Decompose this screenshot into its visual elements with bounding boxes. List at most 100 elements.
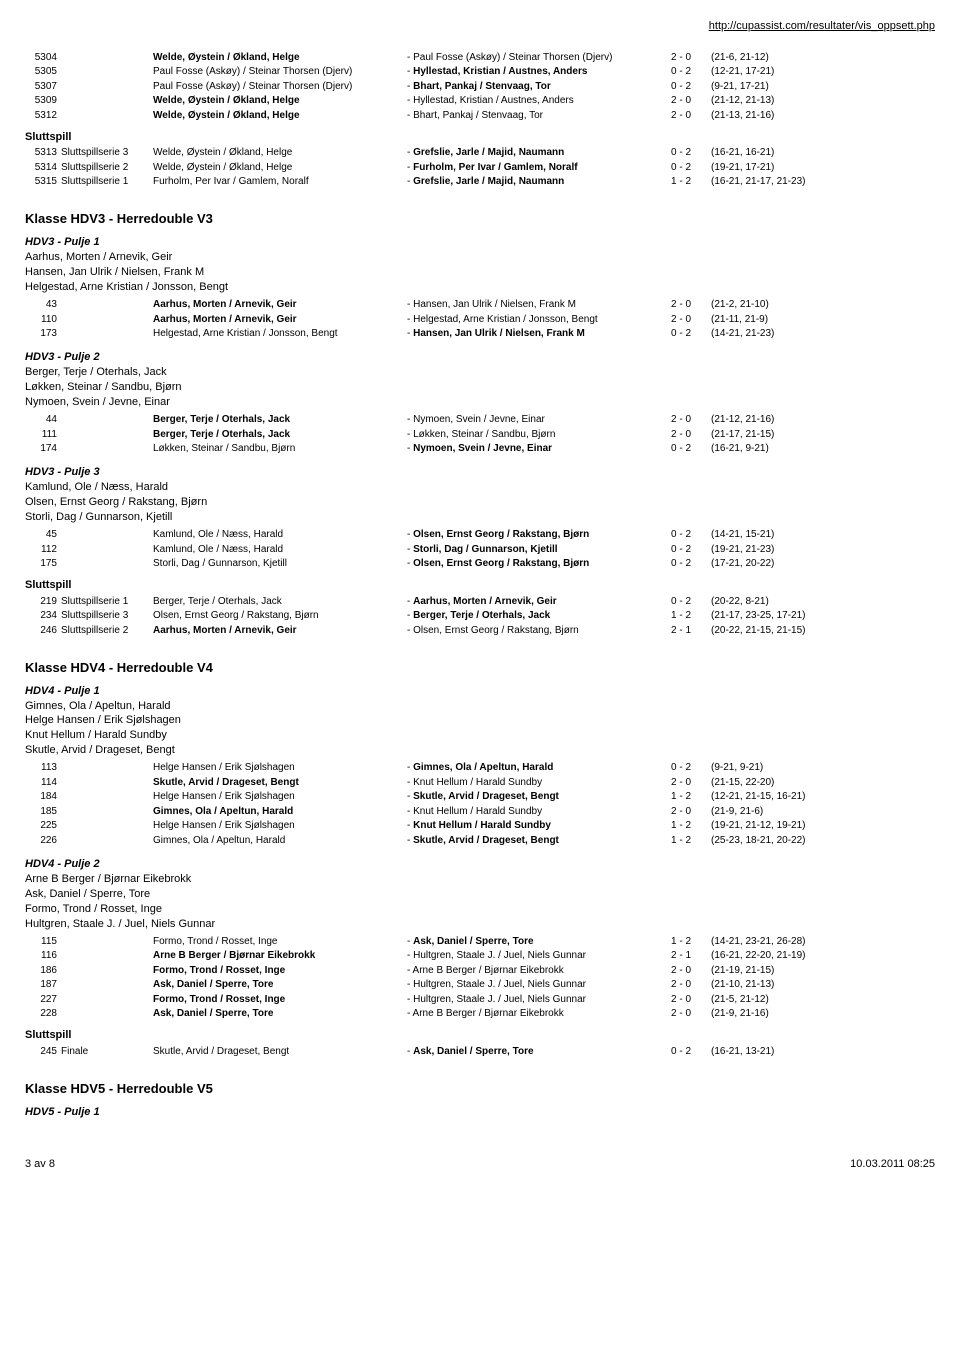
match-opponent: - Knut Hellum / Harald Sundby [405,804,669,819]
match-serie [59,108,151,123]
match-sets: (21-5, 21-12) [709,992,935,1007]
match-row: 187Ask, Daniel / Sperre, Tore- Hultgren,… [25,978,935,993]
match-row: 245FinaleSkutle, Arvid / Drageset, Bengt… [25,1044,935,1059]
match-opponent: - Hultgren, Staale J. / Juel, Niels Gunn… [405,978,669,993]
match-number: 45 [25,528,59,543]
player-entry: Helgestad, Arne Kristian / Jonsson, Beng… [25,280,935,295]
match-player: Berger, Terje / Oterhals, Jack [151,427,405,442]
match-sets: (21-12, 21-16) [709,413,935,428]
match-player: Ask, Daniel / Sperre, Tore [151,978,405,993]
match-row: 116Arne B Berger / Bjørnar Eikebrokk- Hu… [25,949,935,964]
match-sets: (12-21, 17-21) [709,65,935,80]
match-player: Gimnes, Ola / Apeltun, Harald [151,804,405,819]
match-serie [59,934,151,949]
match-score: 2 - 0 [669,804,709,819]
player-entry: Storli, Dag / Gunnarson, Kjetill [25,510,935,525]
hdv3-p2-players: Berger, Terje / Oterhals, JackLøkken, St… [25,365,935,410]
match-sets: (21-12, 21-13) [709,94,935,109]
hdv4-p2-title: HDV4 - Pulje 2 [25,858,935,870]
match-opponent: - Ask, Daniel / Sperre, Tore [405,934,669,949]
match-serie [59,50,151,65]
match-number: 174 [25,442,59,457]
match-serie: Sluttspillserie 1 [59,594,151,609]
match-score: 2 - 0 [669,992,709,1007]
match-sets: (14-21, 21-23) [709,327,935,342]
match-row: 5312Welde, Øystein / Økland, Helge- Bhar… [25,108,935,123]
match-player: Helge Hansen / Erik Sjølshagen [151,761,405,776]
player-entry: Helge Hansen / Erik Sjølshagen [25,713,935,728]
match-row: 43Aarhus, Morten / Arnevik, Geir- Hansen… [25,298,935,313]
player-entry: Olsen, Ernst Georg / Rakstang, Bjørn [25,495,935,510]
match-row: 5305Paul Fosse (Askøy) / Steinar Thorsen… [25,65,935,80]
match-sets: (19-21, 21-23) [709,542,935,557]
match-opponent: - Hansen, Jan Ulrik / Nielsen, Frank M [405,298,669,313]
match-row: 5309Welde, Øystein / Økland, Helge- Hyll… [25,94,935,109]
match-sets: (21-10, 21-13) [709,978,935,993]
match-player: Formo, Trond / Rosset, Inge [151,992,405,1007]
match-player: Løkken, Steinar / Sandbu, Bjørn [151,442,405,457]
match-number: 5314 [25,160,59,175]
match-opponent: - Løkken, Steinar / Sandbu, Bjørn [405,427,669,442]
match-score: 0 - 2 [669,557,709,572]
match-score: 0 - 2 [669,542,709,557]
match-number: 226 [25,833,59,848]
match-score: 2 - 0 [669,312,709,327]
match-opponent: - Olsen, Ernst Georg / Rakstang, Bjørn [405,557,669,572]
top-slutt-table: 5313Sluttspillserie 3Welde, Øystein / Øk… [25,146,935,190]
match-sets: (21-13, 21-16) [709,108,935,123]
match-score: 0 - 2 [669,327,709,342]
match-row: 173Helgestad, Arne Kristian / Jonsson, B… [25,327,935,342]
match-row: 45Kamlund, Ole / Næss, Harald- Olsen, Er… [25,528,935,543]
match-sets: (19-21, 17-21) [709,160,935,175]
match-score: 2 - 0 [669,427,709,442]
player-entry: Skutle, Arvid / Drageset, Bengt [25,743,935,758]
match-number: 5304 [25,50,59,65]
match-serie [59,298,151,313]
match-serie: Finale [59,1044,151,1059]
match-score: 2 - 0 [669,50,709,65]
match-score: 0 - 2 [669,1044,709,1059]
footer-page: 3 av 8 [25,1158,55,1170]
match-score: 2 - 1 [669,949,709,964]
match-serie [59,978,151,993]
match-row: 219Sluttspillserie 1Berger, Terje / Oter… [25,594,935,609]
match-player: Kamlund, Ole / Næss, Harald [151,542,405,557]
match-row: 113Helge Hansen / Erik Sjølshagen- Gimne… [25,761,935,776]
match-score: 2 - 0 [669,298,709,313]
match-row: 114Skutle, Arvid / Drageset, Bengt- Knut… [25,775,935,790]
match-row: 234Sluttspillserie 3Olsen, Ernst Georg /… [25,609,935,624]
match-score: 2 - 0 [669,978,709,993]
match-score: 0 - 2 [669,160,709,175]
hdv3-p3-matches: 45 Kamlund, Ole / Næss, Harald- Olsen, Er… [25,528,935,572]
match-opponent: - Hyllestad, Kristian / Austnes, Anders [405,94,669,109]
match-sets: (16-21, 16-21) [709,146,935,161]
match-score: 1 - 2 [669,790,709,805]
hdv3-p3-title: HDV3 - Pulje 3 [25,466,935,478]
match-opponent: - Nymoen, Svein / Jevne, Einar [405,442,669,457]
match-sets: (16-21, 13-21) [709,1044,935,1059]
hdv3-p1-matches: 43Aarhus, Morten / Arnevik, Geir- Hansen… [25,298,935,342]
match-serie [59,963,151,978]
match-number: 185 [25,804,59,819]
match-serie [59,833,151,848]
match-serie: Sluttspillserie 1 [59,175,151,190]
match-opponent: - Ask, Daniel / Sperre, Tore [405,1044,669,1059]
match-serie [59,761,151,776]
match-player: Helge Hansen / Erik Sjølshagen [151,790,405,805]
player-entry: Hultgren, Staale J. / Juel, Niels Gunnar [25,917,935,932]
hdv4-title: Klasse HDV4 - Herredouble V4 [25,660,935,675]
match-serie [59,804,151,819]
match-opponent: - Aarhus, Morten / Arnevik, Geir [405,594,669,609]
match-score: 1 - 2 [669,819,709,834]
match-number: 175 [25,557,59,572]
hdv3-p1-players: Aarhus, Morten / Arnevik, GeirHansen, Ja… [25,250,935,295]
top-match-table: 5304Welde, Øystein / Økland, Helge- Paul… [25,50,935,123]
match-row: 175Storli, Dag / Gunnarson, Kjetill- Ols… [25,557,935,572]
match-serie: Sluttspillserie 3 [59,146,151,161]
match-player: Berger, Terje / Oterhals, Jack [151,413,405,428]
match-number: 173 [25,327,59,342]
match-opponent: - Hultgren, Staale J. / Juel, Niels Gunn… [405,992,669,1007]
match-opponent: - Gimnes, Ola / Apeltun, Harald [405,761,669,776]
match-serie [59,775,151,790]
match-row: 112Kamlund, Ole / Næss, Harald- Storli, … [25,542,935,557]
